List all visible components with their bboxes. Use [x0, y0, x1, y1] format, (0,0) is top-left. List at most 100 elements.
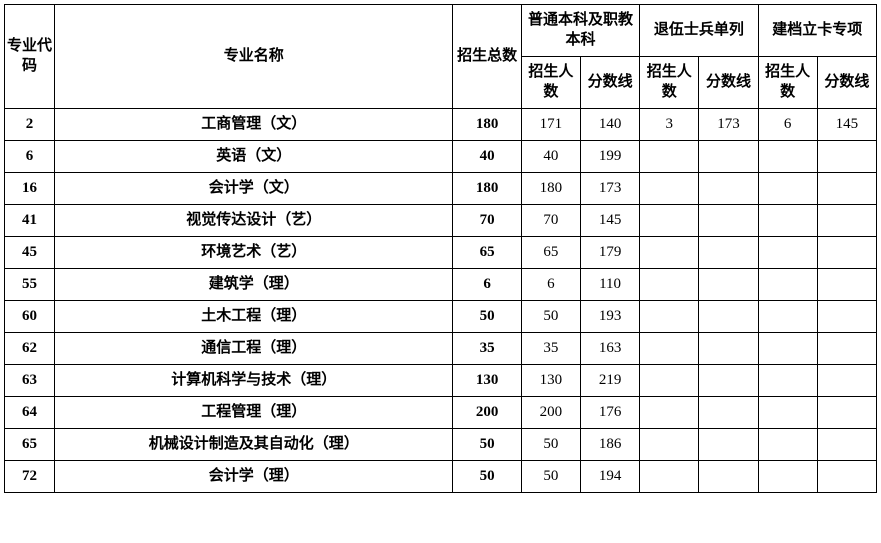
cell-g3-score — [817, 141, 876, 173]
cell-g1-count: 70 — [521, 205, 580, 237]
cell-total: 180 — [453, 173, 521, 205]
cell-g2-score — [699, 461, 758, 493]
header-g3-score: 分数线 — [817, 57, 876, 109]
cell-g2-count — [640, 333, 699, 365]
cell-code: 60 — [5, 301, 55, 333]
cell-g1-count: 50 — [521, 429, 580, 461]
table-body: 2工商管理（文）180171140317361456英语（文）404019916… — [5, 109, 877, 493]
cell-g3-score — [817, 429, 876, 461]
cell-g1-count: 40 — [521, 141, 580, 173]
cell-g1-score: 193 — [580, 301, 639, 333]
cell-g1-count: 6 — [521, 269, 580, 301]
header-group-general: 普通本科及职教本科 — [521, 5, 639, 57]
cell-g2-score — [699, 205, 758, 237]
header-group-poverty: 建档立卡专项 — [758, 5, 876, 57]
cell-g3-count — [758, 269, 817, 301]
cell-g2-score — [699, 301, 758, 333]
cell-g1-score: 176 — [580, 397, 639, 429]
cell-g1-score: 219 — [580, 365, 639, 397]
cell-g3-count — [758, 333, 817, 365]
cell-name: 机械设计制造及其自动化（理） — [55, 429, 453, 461]
cell-g1-score: 186 — [580, 429, 639, 461]
cell-name: 工商管理（文） — [55, 109, 453, 141]
cell-g3-score — [817, 461, 876, 493]
cell-name: 计算机科学与技术（理） — [55, 365, 453, 397]
header-g1-score: 分数线 — [580, 57, 639, 109]
cell-g3-count — [758, 173, 817, 205]
table-row: 2工商管理（文）18017114031736145 — [5, 109, 877, 141]
admission-table: 专业代码 专业名称 招生总数 普通本科及职教本科 退伍士兵单列 建档立卡专项 招… — [4, 4, 877, 493]
cell-g1-score: 199 — [580, 141, 639, 173]
cell-g3-score — [817, 301, 876, 333]
cell-code: 55 — [5, 269, 55, 301]
table-row: 64工程管理（理）200200176 — [5, 397, 877, 429]
cell-g2-count — [640, 269, 699, 301]
cell-g2-count: 3 — [640, 109, 699, 141]
cell-name: 环境艺术（艺） — [55, 237, 453, 269]
cell-total: 50 — [453, 429, 521, 461]
cell-g2-score: 173 — [699, 109, 758, 141]
cell-g1-score: 173 — [580, 173, 639, 205]
cell-name: 视觉传达设计（艺） — [55, 205, 453, 237]
cell-g1-score: 110 — [580, 269, 639, 301]
cell-total: 130 — [453, 365, 521, 397]
cell-g2-count — [640, 237, 699, 269]
cell-total: 200 — [453, 397, 521, 429]
cell-name: 工程管理（理） — [55, 397, 453, 429]
header-total: 招生总数 — [453, 5, 521, 109]
cell-total: 35 — [453, 333, 521, 365]
cell-g2-count — [640, 141, 699, 173]
cell-code: 63 — [5, 365, 55, 397]
cell-g2-score — [699, 237, 758, 269]
header-name: 专业名称 — [55, 5, 453, 109]
table-row: 41视觉传达设计（艺）7070145 — [5, 205, 877, 237]
cell-g2-score — [699, 173, 758, 205]
cell-g2-score — [699, 397, 758, 429]
cell-g2-count — [640, 461, 699, 493]
cell-g1-count: 50 — [521, 301, 580, 333]
cell-g2-score — [699, 141, 758, 173]
cell-total: 70 — [453, 205, 521, 237]
cell-g3-count — [758, 141, 817, 173]
cell-g2-score — [699, 333, 758, 365]
cell-total: 180 — [453, 109, 521, 141]
header-group-veteran: 退伍士兵单列 — [640, 5, 758, 57]
cell-g3-count — [758, 429, 817, 461]
table-row: 63计算机科学与技术（理）130130219 — [5, 365, 877, 397]
cell-g2-count — [640, 429, 699, 461]
cell-g3-score — [817, 269, 876, 301]
header-g1-count: 招生人数 — [521, 57, 580, 109]
cell-g3-count — [758, 461, 817, 493]
cell-total: 6 — [453, 269, 521, 301]
cell-g3-score — [817, 365, 876, 397]
table-row: 72会计学（理）5050194 — [5, 461, 877, 493]
cell-code: 62 — [5, 333, 55, 365]
table-row: 60土木工程（理）5050193 — [5, 301, 877, 333]
cell-g2-count — [640, 397, 699, 429]
cell-total: 50 — [453, 461, 521, 493]
cell-g3-count — [758, 205, 817, 237]
cell-g3-score — [817, 333, 876, 365]
cell-code: 16 — [5, 173, 55, 205]
cell-g1-count: 50 — [521, 461, 580, 493]
cell-g3-score — [817, 173, 876, 205]
cell-total: 40 — [453, 141, 521, 173]
cell-g2-count — [640, 301, 699, 333]
header-g3-count: 招生人数 — [758, 57, 817, 109]
header-g2-score: 分数线 — [699, 57, 758, 109]
header-code: 专业代码 — [5, 5, 55, 109]
cell-g1-count: 65 — [521, 237, 580, 269]
table-row: 16会计学（文）180180173 — [5, 173, 877, 205]
cell-name: 通信工程（理） — [55, 333, 453, 365]
cell-g3-count — [758, 237, 817, 269]
cell-g3-score — [817, 397, 876, 429]
table-row: 65机械设计制造及其自动化（理）5050186 — [5, 429, 877, 461]
cell-g1-score: 179 — [580, 237, 639, 269]
cell-g3-count — [758, 365, 817, 397]
cell-g2-count — [640, 173, 699, 205]
cell-code: 41 — [5, 205, 55, 237]
cell-g3-count: 6 — [758, 109, 817, 141]
cell-g2-score — [699, 429, 758, 461]
cell-code: 72 — [5, 461, 55, 493]
cell-g3-count — [758, 397, 817, 429]
